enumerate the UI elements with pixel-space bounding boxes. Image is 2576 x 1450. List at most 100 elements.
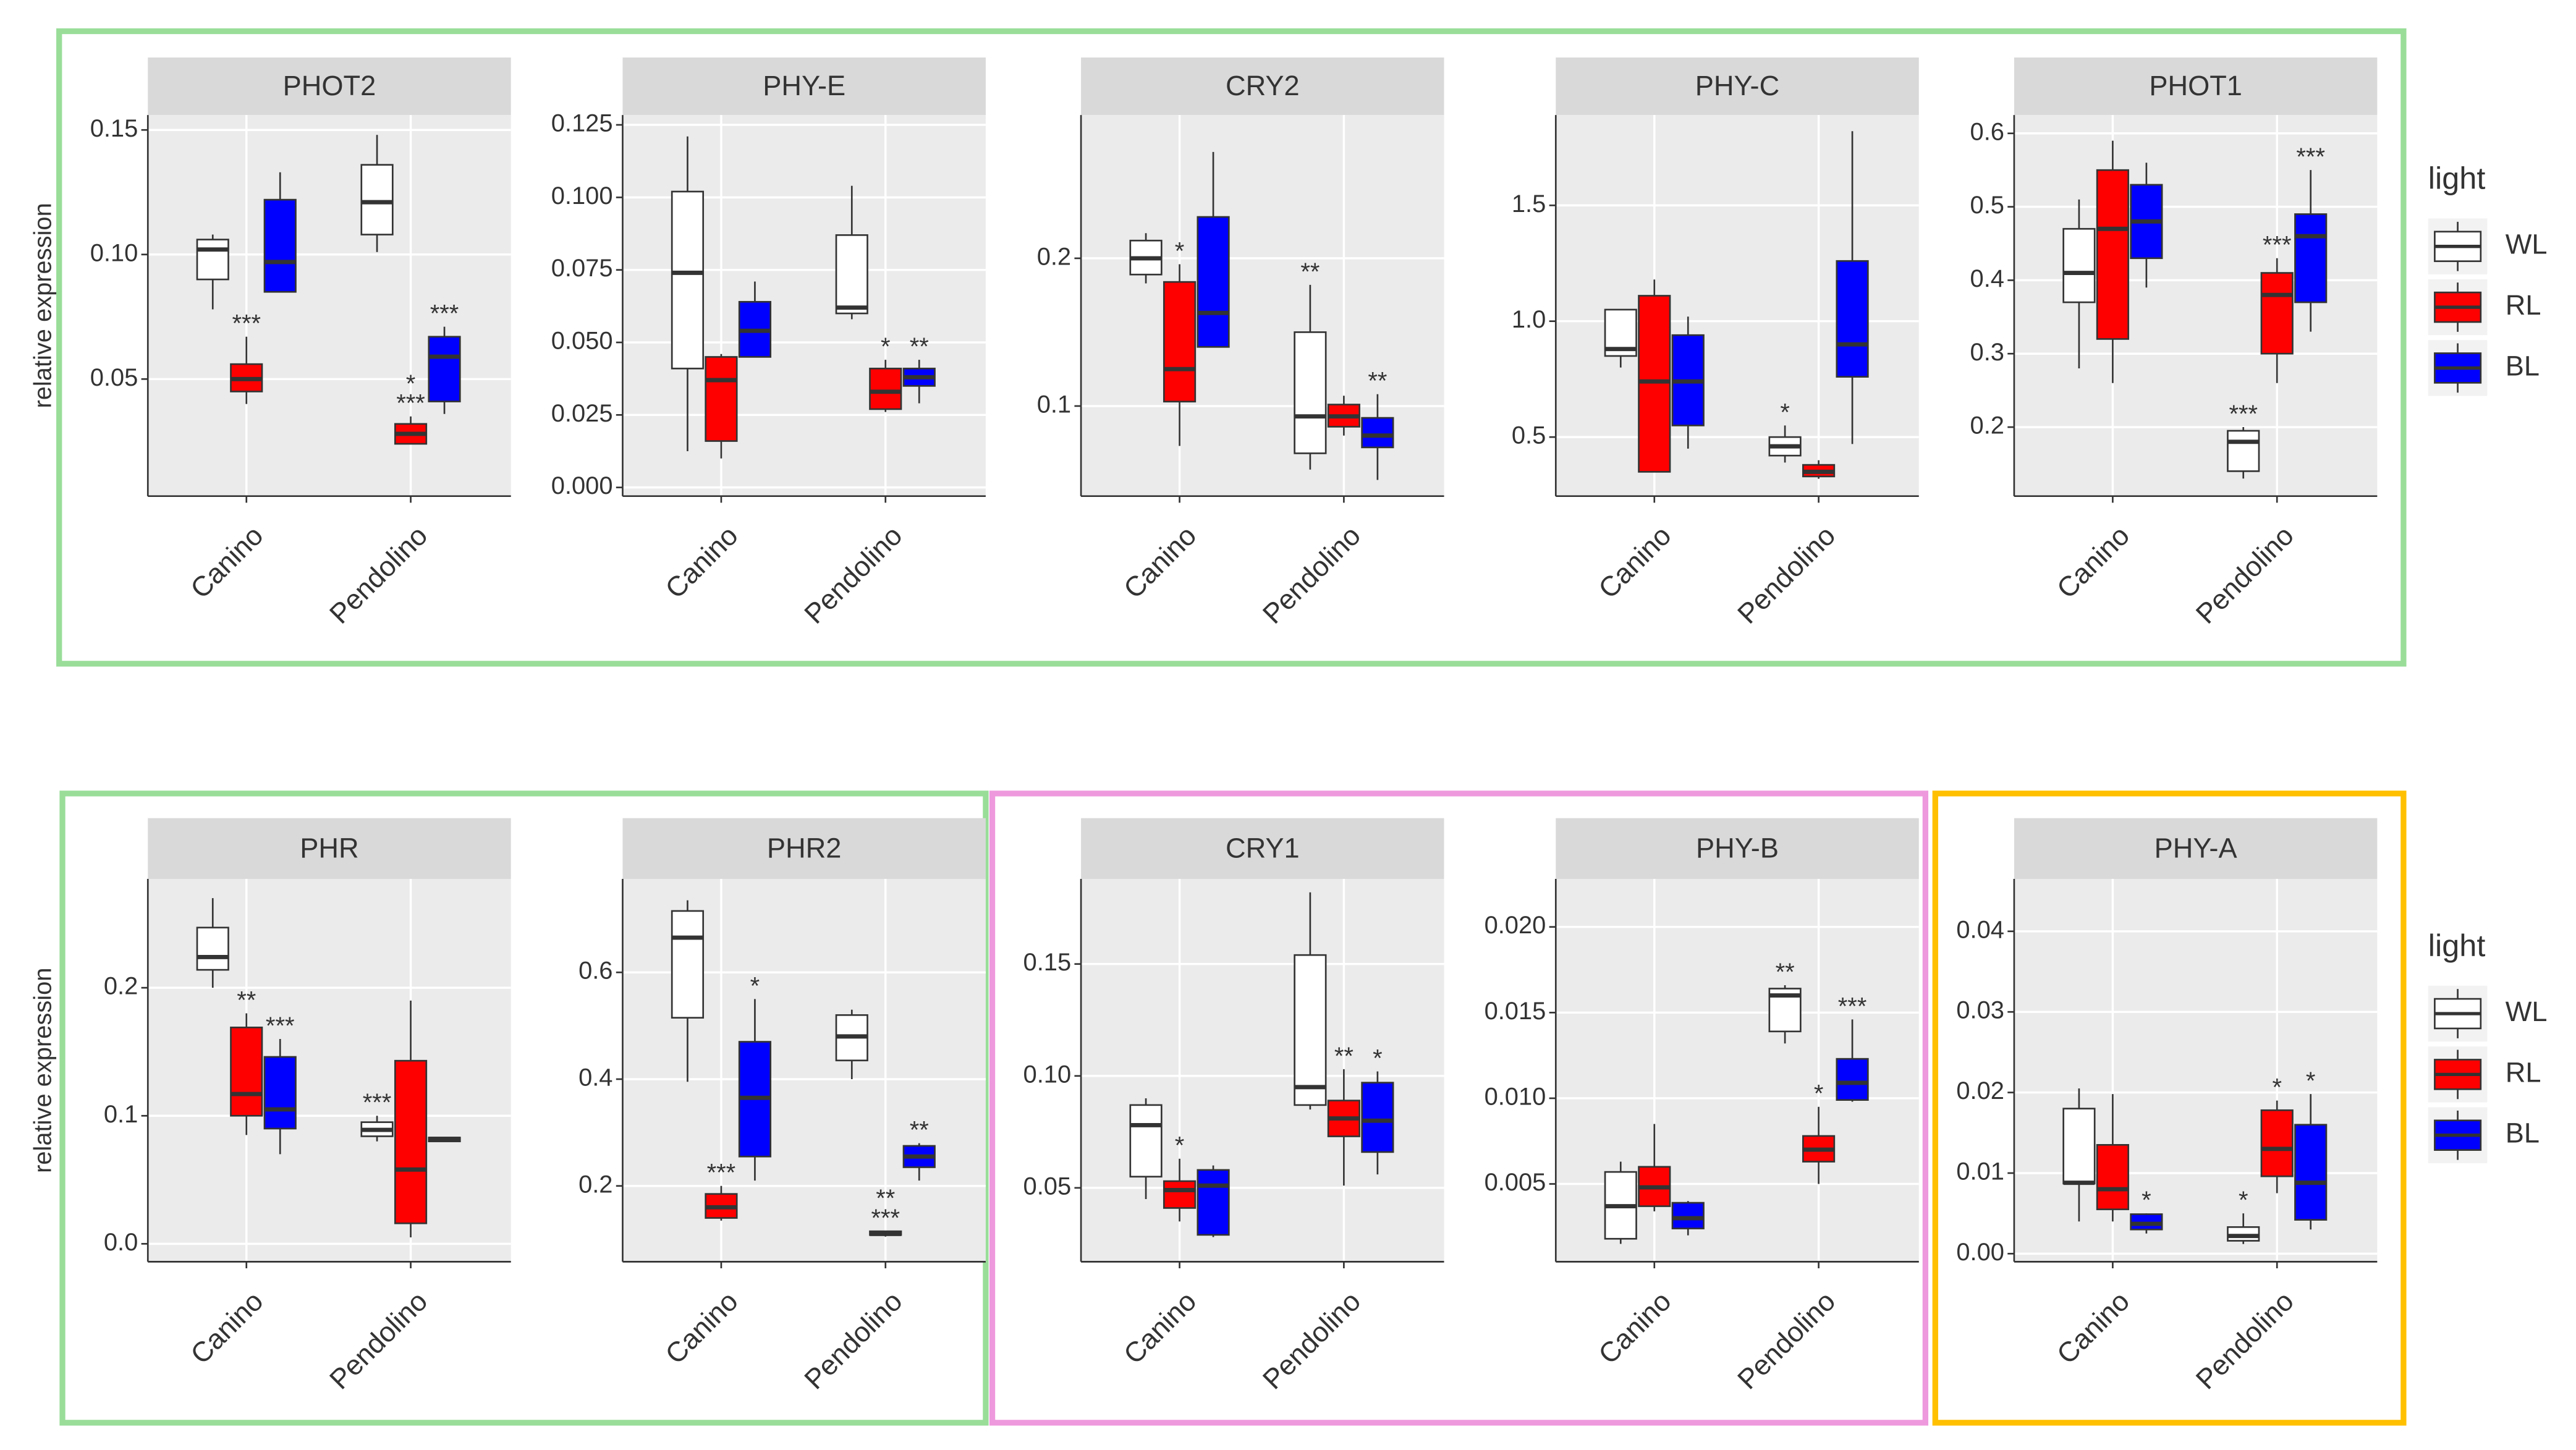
- strip: [148, 57, 511, 116]
- y-tick-label: 0.100: [551, 182, 613, 210]
- significance: **: [237, 986, 256, 1014]
- significance: *: [1814, 1080, 1824, 1108]
- y-tick-label: 0.6: [578, 957, 612, 985]
- y-tick-label: 0.2: [1970, 412, 2004, 439]
- significance: *: [2239, 1187, 2248, 1214]
- box: [1129, 1104, 1163, 1178]
- legend-label: WL: [2506, 229, 2548, 260]
- box: [1163, 1180, 1197, 1209]
- panel-title: PHY-B: [1696, 832, 1779, 863]
- panel-title: PHY-C: [1695, 70, 1779, 101]
- strip: [622, 57, 986, 116]
- significance: ***: [363, 1089, 392, 1116]
- significance: ***: [2296, 143, 2325, 171]
- significance: *: [1373, 1045, 1383, 1072]
- significance: *: [1175, 1132, 1185, 1160]
- panel-title: PHR: [300, 832, 358, 863]
- y-tick-label: 0.6: [1970, 118, 2004, 145]
- strip: [148, 818, 511, 880]
- box: [671, 190, 705, 370]
- y-tick-label: 0.15: [1023, 949, 1072, 976]
- box: [2096, 1144, 2129, 1210]
- panel-title: PHY-E: [763, 70, 845, 101]
- significance: ***: [871, 1205, 900, 1232]
- box: [230, 1027, 263, 1117]
- legend-label: WL: [2506, 996, 2548, 1027]
- box: [1361, 1082, 1394, 1153]
- panel-background: [2014, 115, 2378, 496]
- legend-label: BL: [2506, 350, 2540, 381]
- significance: ***: [2263, 232, 2292, 259]
- group-frame: [989, 791, 1929, 1426]
- y-tick-label: 0.2: [1037, 243, 1071, 270]
- panel-title: PHOT2: [283, 70, 376, 101]
- panel-background: [148, 115, 511, 496]
- box: [2294, 1124, 2328, 1221]
- strip: [2014, 818, 2378, 880]
- y-tick-label: 0.5: [1512, 422, 1546, 449]
- significance: ***: [232, 310, 261, 337]
- box: [2062, 227, 2096, 303]
- strip: [1556, 818, 1919, 880]
- box: [1197, 1169, 1230, 1236]
- y-tick-label: 0.3: [1970, 339, 2004, 366]
- y-tick-label: 0.00: [1956, 1239, 2004, 1266]
- box: [1361, 417, 1394, 449]
- box: [360, 164, 394, 235]
- box: [1294, 331, 1327, 454]
- significance: ***: [707, 1160, 736, 1187]
- box: [263, 1056, 297, 1130]
- box: [196, 926, 229, 971]
- y-axis-label: relative expression: [29, 203, 56, 408]
- panel-title: PHY-A: [2154, 832, 2238, 863]
- significance: *: [406, 370, 416, 397]
- significance: **: [876, 1185, 895, 1212]
- box: [1294, 954, 1327, 1106]
- y-tick-label: 0.025: [551, 400, 613, 427]
- y-tick-label: 0.10: [1023, 1061, 1072, 1088]
- y-tick-label: 0.05: [90, 364, 138, 391]
- panel-background: [1081, 879, 1444, 1262]
- significance: *: [881, 333, 891, 360]
- box: [705, 356, 738, 442]
- y-tick-label: 0.075: [551, 255, 613, 282]
- y-tick-label: 0.05: [1023, 1172, 1072, 1200]
- strip: [1556, 57, 1919, 116]
- box: [2294, 213, 2328, 303]
- significance: ***: [1838, 993, 1867, 1020]
- strip: [1081, 818, 1444, 880]
- y-tick-label: 0.050: [551, 328, 613, 355]
- y-tick-label: 0.10: [90, 239, 138, 266]
- y-tick-label: 0.4: [1970, 265, 2004, 292]
- panel-title: CRY2: [1226, 70, 1300, 101]
- significance: *: [1175, 237, 1185, 265]
- box: [2062, 1108, 2096, 1185]
- box: [1638, 295, 1671, 473]
- box: [671, 910, 705, 1019]
- y-tick-label: 0.15: [90, 115, 138, 142]
- y-tick-label: 0.04: [1956, 916, 2004, 943]
- box: [196, 239, 229, 281]
- significance: **: [1334, 1043, 1354, 1070]
- legend-title: light: [2428, 928, 2486, 963]
- panel-title: CRY1: [1226, 832, 1300, 863]
- significance: *: [750, 972, 760, 999]
- y-tick-label: 0.1: [104, 1101, 138, 1128]
- significance: **: [1776, 959, 1795, 986]
- y-tick-label: 0.015: [1485, 998, 1546, 1025]
- group-frame: [1932, 791, 2407, 1426]
- panel-title: PHOT1: [2149, 70, 2242, 101]
- legend-label: RL: [2506, 289, 2541, 321]
- y-tick-label: 0.02: [1956, 1077, 2004, 1104]
- box: [2260, 272, 2294, 355]
- significance: *: [2142, 1187, 2151, 1214]
- significance: ***: [2229, 401, 2258, 428]
- significance: **: [910, 1117, 929, 1144]
- y-tick-label: 0.01: [1956, 1158, 2004, 1185]
- box: [869, 367, 902, 410]
- strip: [1081, 57, 1444, 116]
- box: [1836, 1058, 1869, 1101]
- y-tick-label: 0.2: [104, 973, 138, 1000]
- box: [2096, 169, 2129, 340]
